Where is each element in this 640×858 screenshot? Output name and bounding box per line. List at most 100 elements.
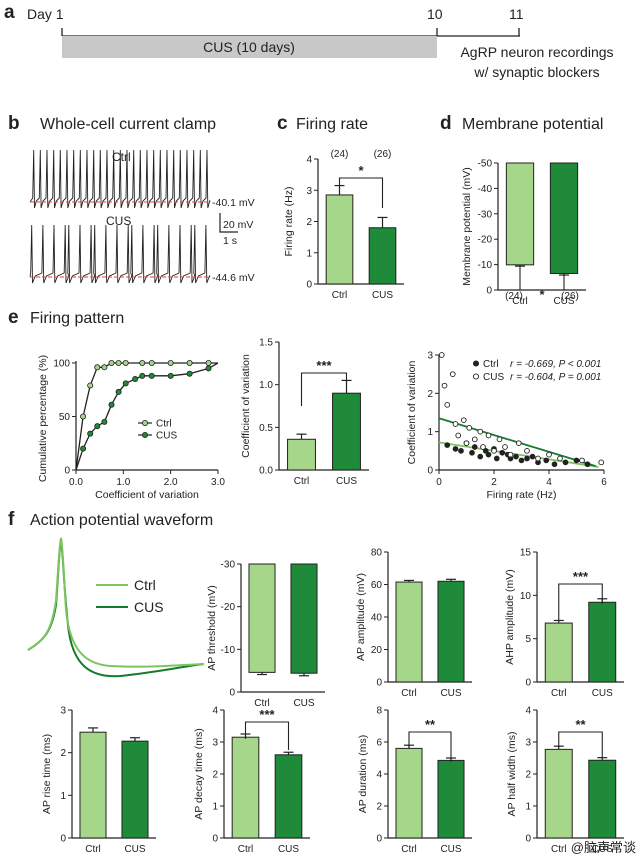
panel-b-title: Whole-cell current clamp	[40, 116, 216, 133]
cv-bar-ytick-label: 1.5	[259, 338, 273, 349]
ap-amplitude-xtick-cus: CUS	[440, 688, 461, 699]
ap-half-width-significance-bracket	[558, 731, 603, 758]
cv-bar-xtick-cus: CUS	[336, 476, 357, 487]
cumulative-point-cus	[87, 430, 94, 437]
panel-c-title: Firing rate	[296, 116, 368, 133]
ahp-amplitude-bar-ctrl	[544, 622, 573, 683]
scatter-point-cus	[444, 401, 451, 408]
cumulative-point-cus	[115, 388, 122, 395]
cumulative-y-label: Cumulative percentage (%)	[37, 355, 49, 482]
ap-amplitude-ytick-label: 20	[371, 645, 383, 656]
ahp-amplitude-xtick-cus: CUS	[592, 688, 613, 699]
cus-voltage-trace	[29, 224, 211, 284]
ap-half-width-ytick-label: 2	[525, 770, 531, 781]
ap-half-width-xtick-ctrl: Ctrl	[551, 844, 567, 855]
panel-d-letter: d	[440, 113, 452, 134]
firing-rate-ytick-label: 4	[306, 155, 312, 166]
membrane-potential-n-label-0: (24)	[505, 291, 523, 302]
ap-decay-time-significance-bracket	[244, 721, 290, 750]
ap-threshold-chart: 0 -10 -20 -30 Ctrl CUS AP threshold (mV)	[206, 560, 325, 709]
membrane-potential-ytick-label: -50	[478, 159, 493, 170]
scatter-point-ctrl	[444, 442, 451, 448]
scatter-point-cus	[496, 436, 503, 443]
scatter-point-cus	[449, 371, 456, 378]
scatter-point-ctrl	[452, 446, 459, 452]
scatter-point-ctrl	[513, 453, 519, 460]
cumulative-point-cus	[205, 365, 212, 372]
cumulative-ytick-label: 0	[64, 466, 70, 477]
cv-bar-ytick-label: 1.0	[259, 380, 273, 391]
panel-d-title: Membrane potential	[462, 116, 603, 133]
ctrl-trace-label: Ctrl	[112, 150, 131, 164]
cv-bar-significance-label: ***	[316, 358, 332, 373]
scatter-point-cus	[524, 447, 530, 454]
ap-rise-time-xtick-ctrl: Ctrl	[85, 844, 101, 855]
cumulative-point-cus	[167, 372, 174, 379]
scatter-point-ctrl	[562, 459, 569, 466]
membrane-potential-significance-bracket	[519, 265, 565, 291]
scatter-legend-label-cus: CUS	[483, 372, 504, 383]
scatter-point-cus	[598, 459, 605, 466]
ap-duration-xtick-ctrl: Ctrl	[401, 844, 417, 855]
scatter-point-cus	[491, 447, 497, 454]
cumulative-point-ctrl	[167, 359, 174, 366]
ap-duration-ytick-label: 0	[376, 834, 382, 845]
scatter-ytick-label: 0	[427, 466, 433, 477]
cumulative-point-cus	[186, 370, 193, 377]
cumulative-xtick-label: 3.0	[211, 477, 225, 488]
ap-amplitude-ytick-label: 0	[376, 678, 382, 689]
scatter-point-cus	[466, 424, 473, 431]
ap-decay-time-y-label: AP decay time (ms)	[193, 728, 205, 819]
firing-rate-bar-cus	[368, 227, 397, 285]
cumulative-point-ctrl	[186, 359, 193, 366]
ap-amplitude-xtick-ctrl: Ctrl	[401, 688, 417, 699]
ap-rise-time-chart: 0 1 2 3 Ctrl CUS AP rise time (ms)	[41, 706, 156, 855]
scatter-ytick-label: 3	[427, 351, 433, 362]
membrane-potential-ytick-label: -10	[478, 260, 493, 271]
scatter-point-cus	[485, 432, 492, 439]
ap-amplitude-ytick-label: 80	[371, 548, 383, 559]
membrane-potential-ytick-label: 0	[486, 286, 492, 297]
ap-duration-ytick-label: 4	[376, 770, 382, 781]
cumulative-xtick-label: 1.0	[116, 477, 130, 488]
ap-rise-time-ytick-label: 1	[60, 791, 66, 802]
firing-rate-y-label: Firing rate (Hz)	[283, 186, 295, 256]
ctrl-ap-waveform-trace	[27, 537, 205, 668]
scatter-legend-label-ctrl: Ctrl	[483, 359, 499, 370]
cumulative-ytick-label: 100	[53, 359, 70, 370]
scatter-legend-stat-cus: r = -0.604, P = 0.001	[510, 372, 601, 383]
membrane-potential-bar-cus	[549, 162, 579, 274]
cumulative-point-cus	[94, 423, 101, 430]
ctrl-resting-potential-label: -40.1 mV	[212, 197, 255, 209]
ap-rise-time-ytick-label: 0	[60, 834, 66, 845]
cumulative-chart: 0 50 100 0.0 1.0 2.0 3.0 Coefficient of variati…	[37, 355, 225, 501]
ap-half-width-bar-cus	[588, 759, 617, 839]
ap-decay-time-xtick-cus: CUS	[278, 844, 299, 855]
scatter-point-ctrl	[499, 449, 506, 456]
panel-e-title: Firing pattern	[30, 310, 124, 327]
ap-legend-ctrl-label: Ctrl	[134, 577, 156, 593]
cumulative-legend-marker-cus	[141, 431, 148, 438]
cv-bar-ytick-label: 0.5	[259, 423, 273, 434]
ctrl-voltage-trace	[29, 149, 211, 209]
scatter-xtick-label: 0	[436, 477, 442, 488]
ap-duration-ytick-label: 2	[376, 802, 382, 813]
scatter-point-cus	[480, 444, 486, 450]
cumulative-legend-label-ctrl: Ctrl	[156, 419, 172, 430]
ap-amplitude-bar-ctrl	[395, 581, 423, 683]
membrane-potential-xtick-cus: CUS	[553, 296, 574, 307]
scatter-point-ctrl	[493, 455, 500, 462]
scatter-legend-marker-ctrl	[472, 360, 480, 367]
scatter-point-cus	[452, 421, 459, 427]
panel-f-letter: f	[8, 509, 15, 530]
ap-duration-significance-bracket	[408, 731, 452, 762]
cumulative-legend-marker-ctrl	[141, 419, 148, 426]
membrane-potential-ytick-label: -30	[478, 209, 493, 220]
cus-duration-label: CUS (10 days)	[203, 39, 295, 55]
cv-bar-significance-bracket	[300, 372, 348, 406]
scatter-xtick-label: 2	[491, 477, 497, 488]
ap-half-width-y-label: AP half width (ms)	[506, 732, 518, 817]
ap-amplitude-chart: 0 20 40 60 80 Ctrl CUS AP amplitude (mV)	[355, 548, 472, 699]
scatter-point-ctrl	[524, 455, 530, 462]
